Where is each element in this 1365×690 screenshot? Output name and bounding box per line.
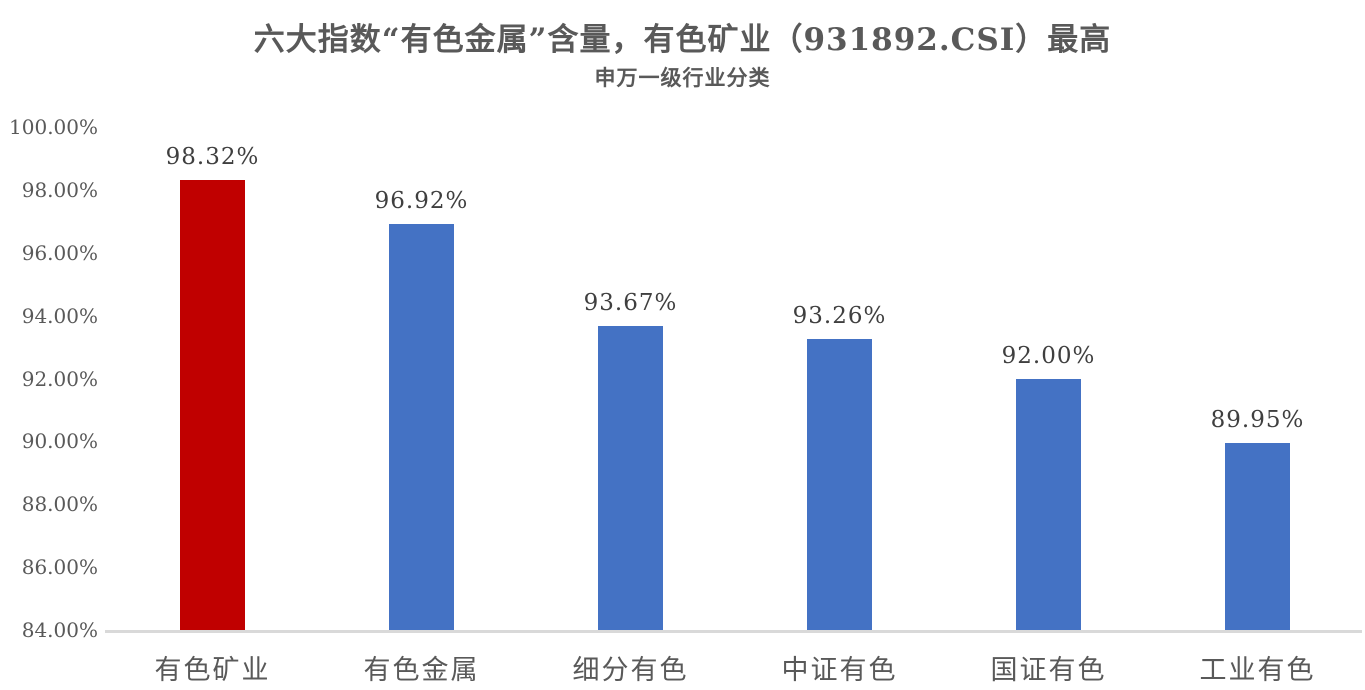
bar-4 bbox=[807, 338, 872, 630]
bar-3 bbox=[598, 326, 663, 630]
y-tick-label: 100.00% bbox=[9, 115, 98, 139]
x-category-label: 中证有色 bbox=[781, 655, 898, 686]
bar-1 bbox=[180, 179, 245, 630]
x-category-label: 有色金属 bbox=[363, 655, 480, 686]
bar-5 bbox=[1016, 378, 1081, 630]
bar-value-label: 89.95% bbox=[1210, 406, 1305, 433]
y-axis: 84.00% 86.00% 88.00% 90.00% 92.00% 94.00% 96.0… bbox=[0, 116, 98, 641]
chart-title: 六大指数“有色金属”含量，有色矿业（931892.CSI）最高 bbox=[253, 22, 1112, 58]
y-tick-label: 86.00% bbox=[21, 555, 98, 580]
chart-subtitle: 申万一级行业分类 bbox=[594, 65, 771, 90]
bar-2 bbox=[389, 223, 454, 630]
y-tick-label: 92.00% bbox=[21, 366, 98, 391]
y-tick-label: 98.00% bbox=[21, 177, 98, 202]
bar-value-label: 96.92% bbox=[374, 187, 469, 214]
y-tick-label: 90.00% bbox=[21, 429, 98, 454]
x-axis-line bbox=[105, 630, 1362, 633]
bar-value-label: 98.32% bbox=[165, 143, 260, 170]
x-category-label: 有色矿业 bbox=[154, 655, 271, 686]
y-tick-label: 94.00% bbox=[21, 303, 98, 328]
y-tick-label: 96.00% bbox=[21, 240, 98, 265]
bar-value-label: 92.00% bbox=[1001, 342, 1096, 369]
bar-value-label: 93.26% bbox=[792, 302, 887, 329]
y-tick-label: 88.00% bbox=[21, 492, 98, 517]
y-tick-label: 84.00% bbox=[21, 618, 98, 642]
bar-6 bbox=[1225, 442, 1290, 630]
x-category-label: 工业有色 bbox=[1199, 655, 1316, 686]
x-category-label: 国证有色 bbox=[990, 655, 1107, 686]
bar-value-label: 93.67% bbox=[583, 290, 678, 316]
x-category-label: 细分有色 bbox=[572, 655, 689, 686]
plot-area: 98.32% 有色矿业 96.92% 有色金属 93.67% 细分有色 93.26% 中证有色… bbox=[105, 127, 1362, 686]
